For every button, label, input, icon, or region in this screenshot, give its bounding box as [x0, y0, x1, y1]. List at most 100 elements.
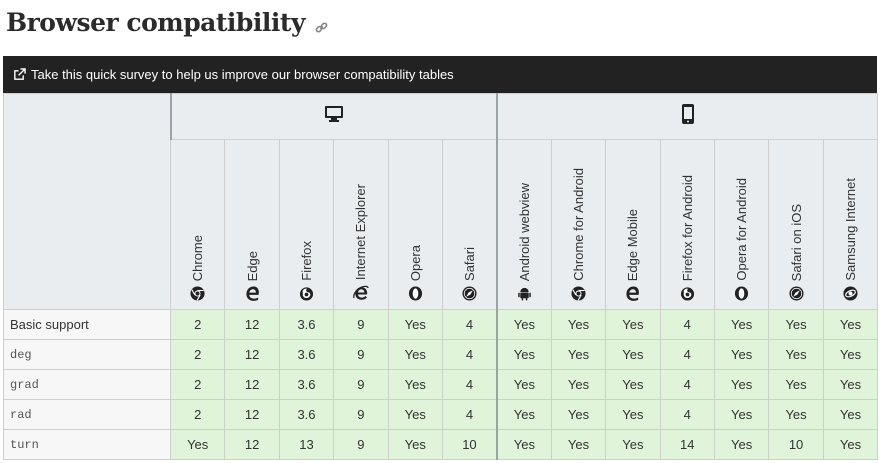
firefox-icon [680, 286, 695, 301]
support-cell[interactable]: 9 [333, 339, 389, 370]
survey-link[interactable]: Take this quick survey to help us improv… [31, 67, 454, 82]
support-cell[interactable]: 13 [278, 429, 335, 460]
support-cell[interactable]: 3.6 [278, 369, 335, 400]
browser-header: Safari [441, 139, 498, 310]
browser-header: Safari on iOS [768, 139, 824, 310]
support-cell[interactable]: Yes [768, 309, 824, 340]
support-cell[interactable]: 2 [169, 309, 226, 340]
support-cell[interactable]: Yes [713, 339, 770, 370]
support-cell[interactable]: Yes [605, 369, 661, 400]
support-cell[interactable]: Yes [495, 339, 552, 370]
support-cell[interactable]: Yes [550, 429, 607, 460]
support-cell[interactable]: 3.6 [278, 309, 335, 340]
support-cell[interactable]: Yes [713, 429, 770, 460]
support-cell[interactable]: Yes [713, 399, 770, 430]
support-cell[interactable]: Yes [822, 339, 879, 370]
opera-icon [408, 286, 423, 301]
feature-name: grad [3, 369, 171, 400]
desktop-icon [324, 106, 344, 127]
support-cell[interactable]: 12 [224, 399, 280, 430]
support-cell[interactable]: Yes [768, 339, 824, 370]
support-cell[interactable]: Yes [495, 369, 552, 400]
support-cell[interactable]: 12 [224, 429, 280, 460]
support-cell[interactable]: 9 [333, 429, 389, 460]
support-cell[interactable]: 2 [169, 399, 226, 430]
support-cell[interactable]: 4 [659, 309, 715, 340]
support-cell[interactable]: 4 [441, 339, 498, 370]
support-cell[interactable]: Yes [495, 429, 552, 460]
support-cell[interactable]: Yes [550, 369, 607, 400]
support-cell[interactable]: 4 [441, 399, 498, 430]
support-cell[interactable]: 4 [659, 399, 715, 430]
support-cell[interactable]: Yes [768, 369, 824, 400]
safari-icon [789, 286, 804, 301]
support-cell[interactable]: Yes [822, 309, 879, 340]
browser-name: Chrome [190, 234, 206, 281]
support-cell[interactable]: Yes [169, 429, 226, 460]
browser-name: Edge Mobile [625, 208, 641, 281]
link-icon[interactable] [315, 11, 328, 40]
table-row: deg 2 12 3.6 9 Yes 4 Yes Yes Yes 4 Yes Yes Yes [3, 339, 879, 370]
support-cell[interactable]: Yes [387, 369, 443, 400]
support-cell[interactable]: 9 [333, 309, 389, 340]
support-cell[interactable]: 9 [333, 369, 389, 400]
support-cell[interactable]: Yes [605, 399, 661, 430]
heading-text: Browser compatibility [6, 7, 305, 37]
browser-header: Opera [387, 139, 443, 310]
support-cell[interactable]: Yes [713, 309, 770, 340]
browser-header: Android webview [495, 139, 552, 310]
support-cell[interactable]: 4 [441, 369, 498, 400]
support-cell[interactable]: Yes [550, 309, 607, 340]
browser-header: Internet Explorer [333, 139, 389, 310]
support-cell[interactable]: Yes [550, 399, 607, 430]
support-cell[interactable]: 10 [441, 429, 498, 460]
browser-name: Safari [461, 247, 477, 281]
support-cell[interactable]: Yes [605, 339, 661, 370]
chrome-icon [190, 286, 205, 301]
external-link-icon [13, 68, 26, 81]
support-cell[interactable]: 12 [224, 369, 280, 400]
browser-name: Firefox [298, 241, 314, 281]
support-cell[interactable]: Yes [495, 309, 552, 340]
support-cell[interactable]: Yes [550, 339, 607, 370]
edge-icon [245, 286, 260, 301]
support-cell[interactable]: 3.6 [278, 399, 335, 430]
browser-name: Edge [244, 250, 260, 281]
support-cell[interactable]: 4 [441, 309, 498, 340]
support-cell[interactable]: Yes [713, 369, 770, 400]
browser-name: Opera [407, 244, 423, 281]
browser-header: Chrome [169, 139, 226, 310]
feature-name: turn [3, 429, 171, 460]
opera-icon [734, 286, 749, 301]
support-cell[interactable]: Yes [605, 429, 661, 460]
compat-table: Chrome Edge Firefox Internet Explorer Opera S… [3, 93, 879, 460]
platform-header-row [3, 93, 879, 140]
support-cell[interactable]: 2 [169, 339, 226, 370]
support-cell[interactable]: Yes [387, 429, 443, 460]
browser-name: Opera for Android [734, 178, 750, 281]
support-cell[interactable]: 9 [333, 399, 389, 430]
support-cell[interactable]: 4 [659, 339, 715, 370]
section-heading: Browser compatibility [6, 4, 328, 40]
survey-banner[interactable]: Take this quick survey to help us improv… [3, 56, 877, 93]
support-cell[interactable]: Yes [387, 399, 443, 430]
support-cell[interactable]: Yes [822, 369, 879, 400]
support-cell[interactable]: 2 [169, 369, 226, 400]
support-cell[interactable]: 10 [768, 429, 824, 460]
support-cell[interactable]: Yes [822, 399, 879, 430]
support-cell[interactable]: Yes [387, 339, 443, 370]
support-cell[interactable]: Yes [822, 429, 879, 460]
support-cell[interactable]: 12 [224, 309, 280, 340]
support-cell[interactable]: 14 [659, 429, 715, 460]
support-cell[interactable]: 4 [659, 369, 715, 400]
corner-cell [3, 93, 171, 140]
support-cell[interactable]: Yes [495, 399, 552, 430]
support-cell[interactable]: Yes [387, 309, 443, 340]
support-cell[interactable]: 12 [224, 339, 280, 370]
android-icon [517, 286, 532, 301]
support-cell[interactable]: 3.6 [278, 339, 335, 370]
support-cell[interactable]: Yes [605, 309, 661, 340]
support-cell[interactable]: Yes [768, 399, 824, 430]
browser-name: Firefox for Android [679, 174, 695, 281]
feature-name: deg [3, 339, 171, 370]
